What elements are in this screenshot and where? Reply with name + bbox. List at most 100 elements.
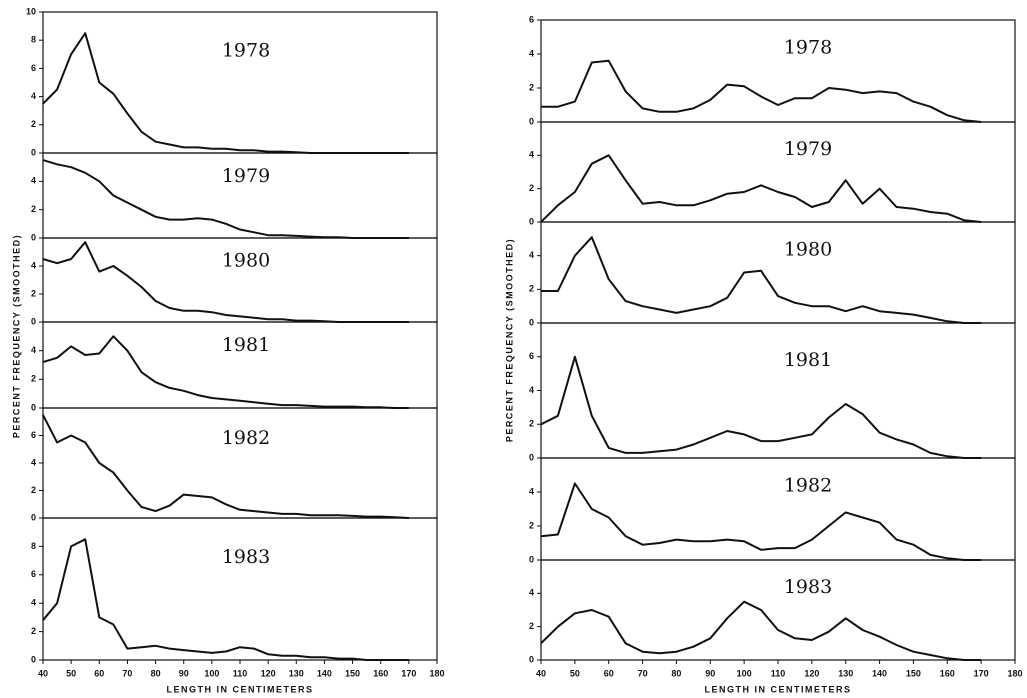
x-tick-label: 90 [179, 668, 189, 678]
year-label: 1981 [784, 349, 832, 371]
y-axis-label: PERCENT FREQUENCY (SMOOTHED) [11, 234, 21, 438]
frequency-line [42, 414, 409, 519]
y-tick-label: 0 [31, 232, 36, 242]
y-tick-label: 2 [529, 621, 534, 631]
year-label: 1979 [222, 165, 270, 187]
y-tick-label: 6 [31, 569, 36, 579]
y-tick-label: 2 [31, 374, 36, 384]
x-tick-label: 180 [429, 668, 444, 678]
x-tick-label: 150 [345, 668, 360, 678]
x-tick-label: 80 [671, 668, 681, 678]
y-tick-label: 0 [31, 512, 36, 522]
x-tick-label: 110 [233, 668, 248, 678]
y-tick-label: 6 [529, 351, 534, 361]
y-tick-label: 4 [31, 176, 36, 186]
y-tick-label: 2 [31, 626, 36, 636]
x-tick-label: 80 [151, 668, 161, 678]
frequency-line [42, 335, 409, 409]
x-tick-label: 140 [317, 668, 332, 678]
subplot-frame [540, 221, 1016, 324]
y-tick-label: 0 [31, 402, 36, 412]
x-tick-label: 50 [570, 668, 580, 678]
year-label: 1979 [784, 138, 832, 160]
year-label: 1978 [222, 39, 270, 61]
y-tick-label: 4 [529, 250, 534, 260]
x-tick-label: 160 [373, 668, 388, 678]
y-tick-label: 8 [31, 35, 36, 45]
y-tick-label: 0 [529, 216, 534, 226]
x-tick-label: 170 [974, 668, 989, 678]
year-label: 1983 [784, 576, 832, 598]
y-tick-label: 0 [31, 654, 36, 664]
x-tick-label: 70 [122, 668, 132, 678]
year-label: 1980 [222, 250, 270, 272]
x-tick-label: 130 [838, 668, 853, 678]
x-axis-label: LENGTH IN CENTIMETERS [704, 684, 851, 694]
y-tick-label: 4 [529, 385, 534, 395]
y-tick-label: 4 [529, 486, 534, 496]
year-label: 1981 [222, 334, 270, 356]
frequency-line [42, 538, 409, 661]
x-tick-label: 40 [536, 668, 546, 678]
subplot-frame [540, 457, 1016, 561]
frequency-line [540, 355, 982, 459]
subplot-frame [540, 121, 1016, 223]
y-tick-label: 2 [31, 485, 36, 495]
x-tick-label: 160 [940, 668, 955, 678]
x-tick-label: 180 [1007, 668, 1022, 678]
x-tick-label: 170 [401, 668, 416, 678]
frequency-line [541, 236, 982, 324]
y-tick-label: 2 [529, 284, 534, 294]
y-tick-label: 10 [26, 6, 36, 16]
y-tick-label: 2 [31, 288, 36, 298]
y-tick-label: 4 [31, 91, 36, 101]
x-tick-label: 120 [804, 668, 819, 678]
y-tick-label: 4 [31, 457, 36, 467]
x-tick-label: 100 [204, 668, 219, 678]
y-tick-label: 4 [31, 260, 36, 270]
y-tick-label: 4 [31, 345, 36, 355]
year-label: 1983 [222, 546, 270, 568]
year-label: 1982 [222, 427, 270, 449]
y-tick-label: 2 [529, 82, 534, 92]
x-tick-label: 130 [289, 668, 304, 678]
subplot-frame [540, 19, 1016, 123]
y-tick-label: 6 [31, 430, 36, 440]
x-tick-label: 70 [638, 668, 648, 678]
x-tick-label: 140 [872, 668, 887, 678]
y-tick-label: 0 [529, 317, 534, 327]
x-axis-label: LENGTH IN CENTIMETERS [166, 684, 313, 694]
x-tick-label: 120 [261, 668, 276, 678]
frequency-line [540, 600, 982, 661]
y-tick-label: 2 [529, 419, 534, 429]
x-tick-label: 60 [94, 668, 104, 678]
y-tick-label: 4 [529, 588, 534, 598]
y-tick-label: 0 [529, 116, 534, 126]
y-tick-label: 2 [31, 119, 36, 129]
y-tick-label: 8 [31, 541, 36, 551]
subplot-frame [42, 517, 438, 661]
y-tick-label: 6 [31, 63, 36, 73]
frequency-line [541, 59, 982, 123]
x-tick-label: 60 [604, 668, 614, 678]
subplot-frame [540, 559, 1016, 661]
y-tick-label: 4 [529, 48, 534, 58]
subplot-frame [540, 322, 1016, 459]
y-tick-label: 0 [31, 316, 36, 326]
year-label: 1978 [784, 37, 832, 59]
x-tick-label: 90 [705, 668, 715, 678]
frequency-line [540, 482, 982, 561]
y-tick-label: 0 [529, 452, 534, 462]
year-label: 1980 [784, 238, 832, 260]
y-tick-label: 0 [31, 147, 36, 157]
x-tick-label: 110 [771, 668, 786, 678]
y-tick-label: 4 [529, 150, 534, 160]
subplot-frame [42, 11, 438, 154]
subplot-frame [42, 407, 438, 519]
y-tick-label: 4 [31, 598, 36, 608]
x-tick-label: 150 [906, 668, 921, 678]
year-label: 1982 [784, 475, 832, 497]
y-tick-label: 2 [31, 204, 36, 214]
frequency-line [540, 154, 982, 223]
